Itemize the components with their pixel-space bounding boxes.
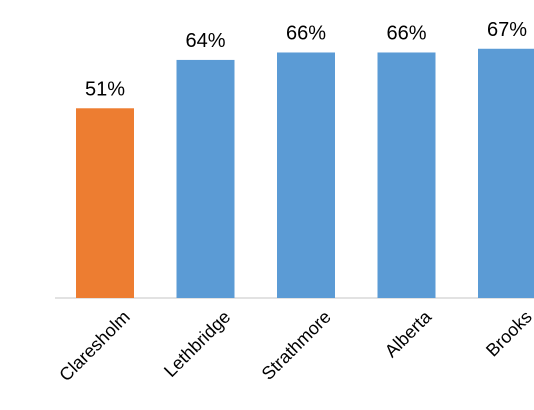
x-tick-label: Brooks (482, 307, 534, 361)
data-labels-layer: 51% 64% 66% 66% 67% (85, 19, 527, 101)
bar-alberta (377, 52, 436, 299)
bar-claresholm (76, 108, 134, 298)
tick-labels-layer: Claresholm Lethbridge Strathmore Alberta Bro… (55, 306, 534, 385)
data-label: 66% (386, 22, 426, 44)
data-label: 67% (487, 19, 527, 41)
bars-layer (76, 48, 534, 299)
x-tick-label: Claresholm (55, 307, 134, 386)
data-label: 51% (85, 78, 125, 100)
bar-brooks (478, 48, 534, 299)
data-label: 64% (185, 30, 225, 52)
bar-strathmore (277, 52, 335, 299)
data-label: 66% (286, 22, 326, 44)
x-tick-label: Alberta (381, 306, 436, 361)
x-tick-label: Strathmore (258, 307, 335, 384)
bar-lethbridge (176, 59, 235, 298)
x-tick-label: Lethbridge (160, 307, 234, 381)
